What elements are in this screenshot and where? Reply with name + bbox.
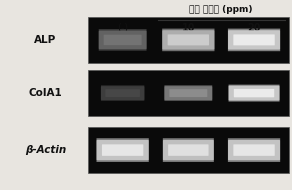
FancyBboxPatch shape [228,138,280,162]
FancyBboxPatch shape [96,138,149,162]
FancyBboxPatch shape [99,29,147,51]
Text: (-): (-) [117,23,128,32]
FancyBboxPatch shape [228,30,280,50]
FancyBboxPatch shape [101,86,144,100]
FancyBboxPatch shape [88,17,289,63]
FancyBboxPatch shape [168,144,208,156]
FancyBboxPatch shape [99,31,147,49]
FancyBboxPatch shape [162,30,214,50]
FancyBboxPatch shape [228,140,280,160]
FancyBboxPatch shape [233,144,275,156]
FancyBboxPatch shape [163,138,214,162]
FancyBboxPatch shape [162,28,215,51]
FancyBboxPatch shape [105,89,140,97]
FancyBboxPatch shape [163,140,214,160]
FancyBboxPatch shape [168,34,209,45]
Text: 20: 20 [247,23,261,32]
Text: ALP: ALP [34,35,56,45]
Text: β-Actin: β-Actin [25,145,66,155]
FancyBboxPatch shape [234,89,274,97]
FancyBboxPatch shape [104,35,142,45]
Text: 삼채 추출물 (ppm): 삼채 추출물 (ppm) [190,5,253,14]
FancyBboxPatch shape [88,127,289,173]
FancyBboxPatch shape [102,144,143,156]
FancyBboxPatch shape [164,86,212,100]
Text: ColA1: ColA1 [28,88,62,98]
FancyBboxPatch shape [101,85,144,101]
FancyBboxPatch shape [229,86,279,101]
FancyBboxPatch shape [97,140,149,160]
FancyBboxPatch shape [88,70,289,116]
FancyBboxPatch shape [164,85,212,101]
Text: 10: 10 [182,23,195,32]
FancyBboxPatch shape [169,89,207,97]
FancyBboxPatch shape [229,85,279,102]
FancyBboxPatch shape [228,28,280,51]
FancyBboxPatch shape [233,34,275,45]
